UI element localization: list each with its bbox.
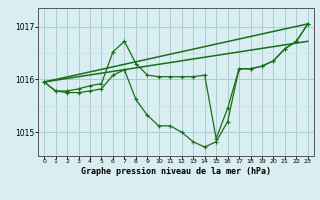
X-axis label: Graphe pression niveau de la mer (hPa): Graphe pression niveau de la mer (hPa) [81, 167, 271, 176]
